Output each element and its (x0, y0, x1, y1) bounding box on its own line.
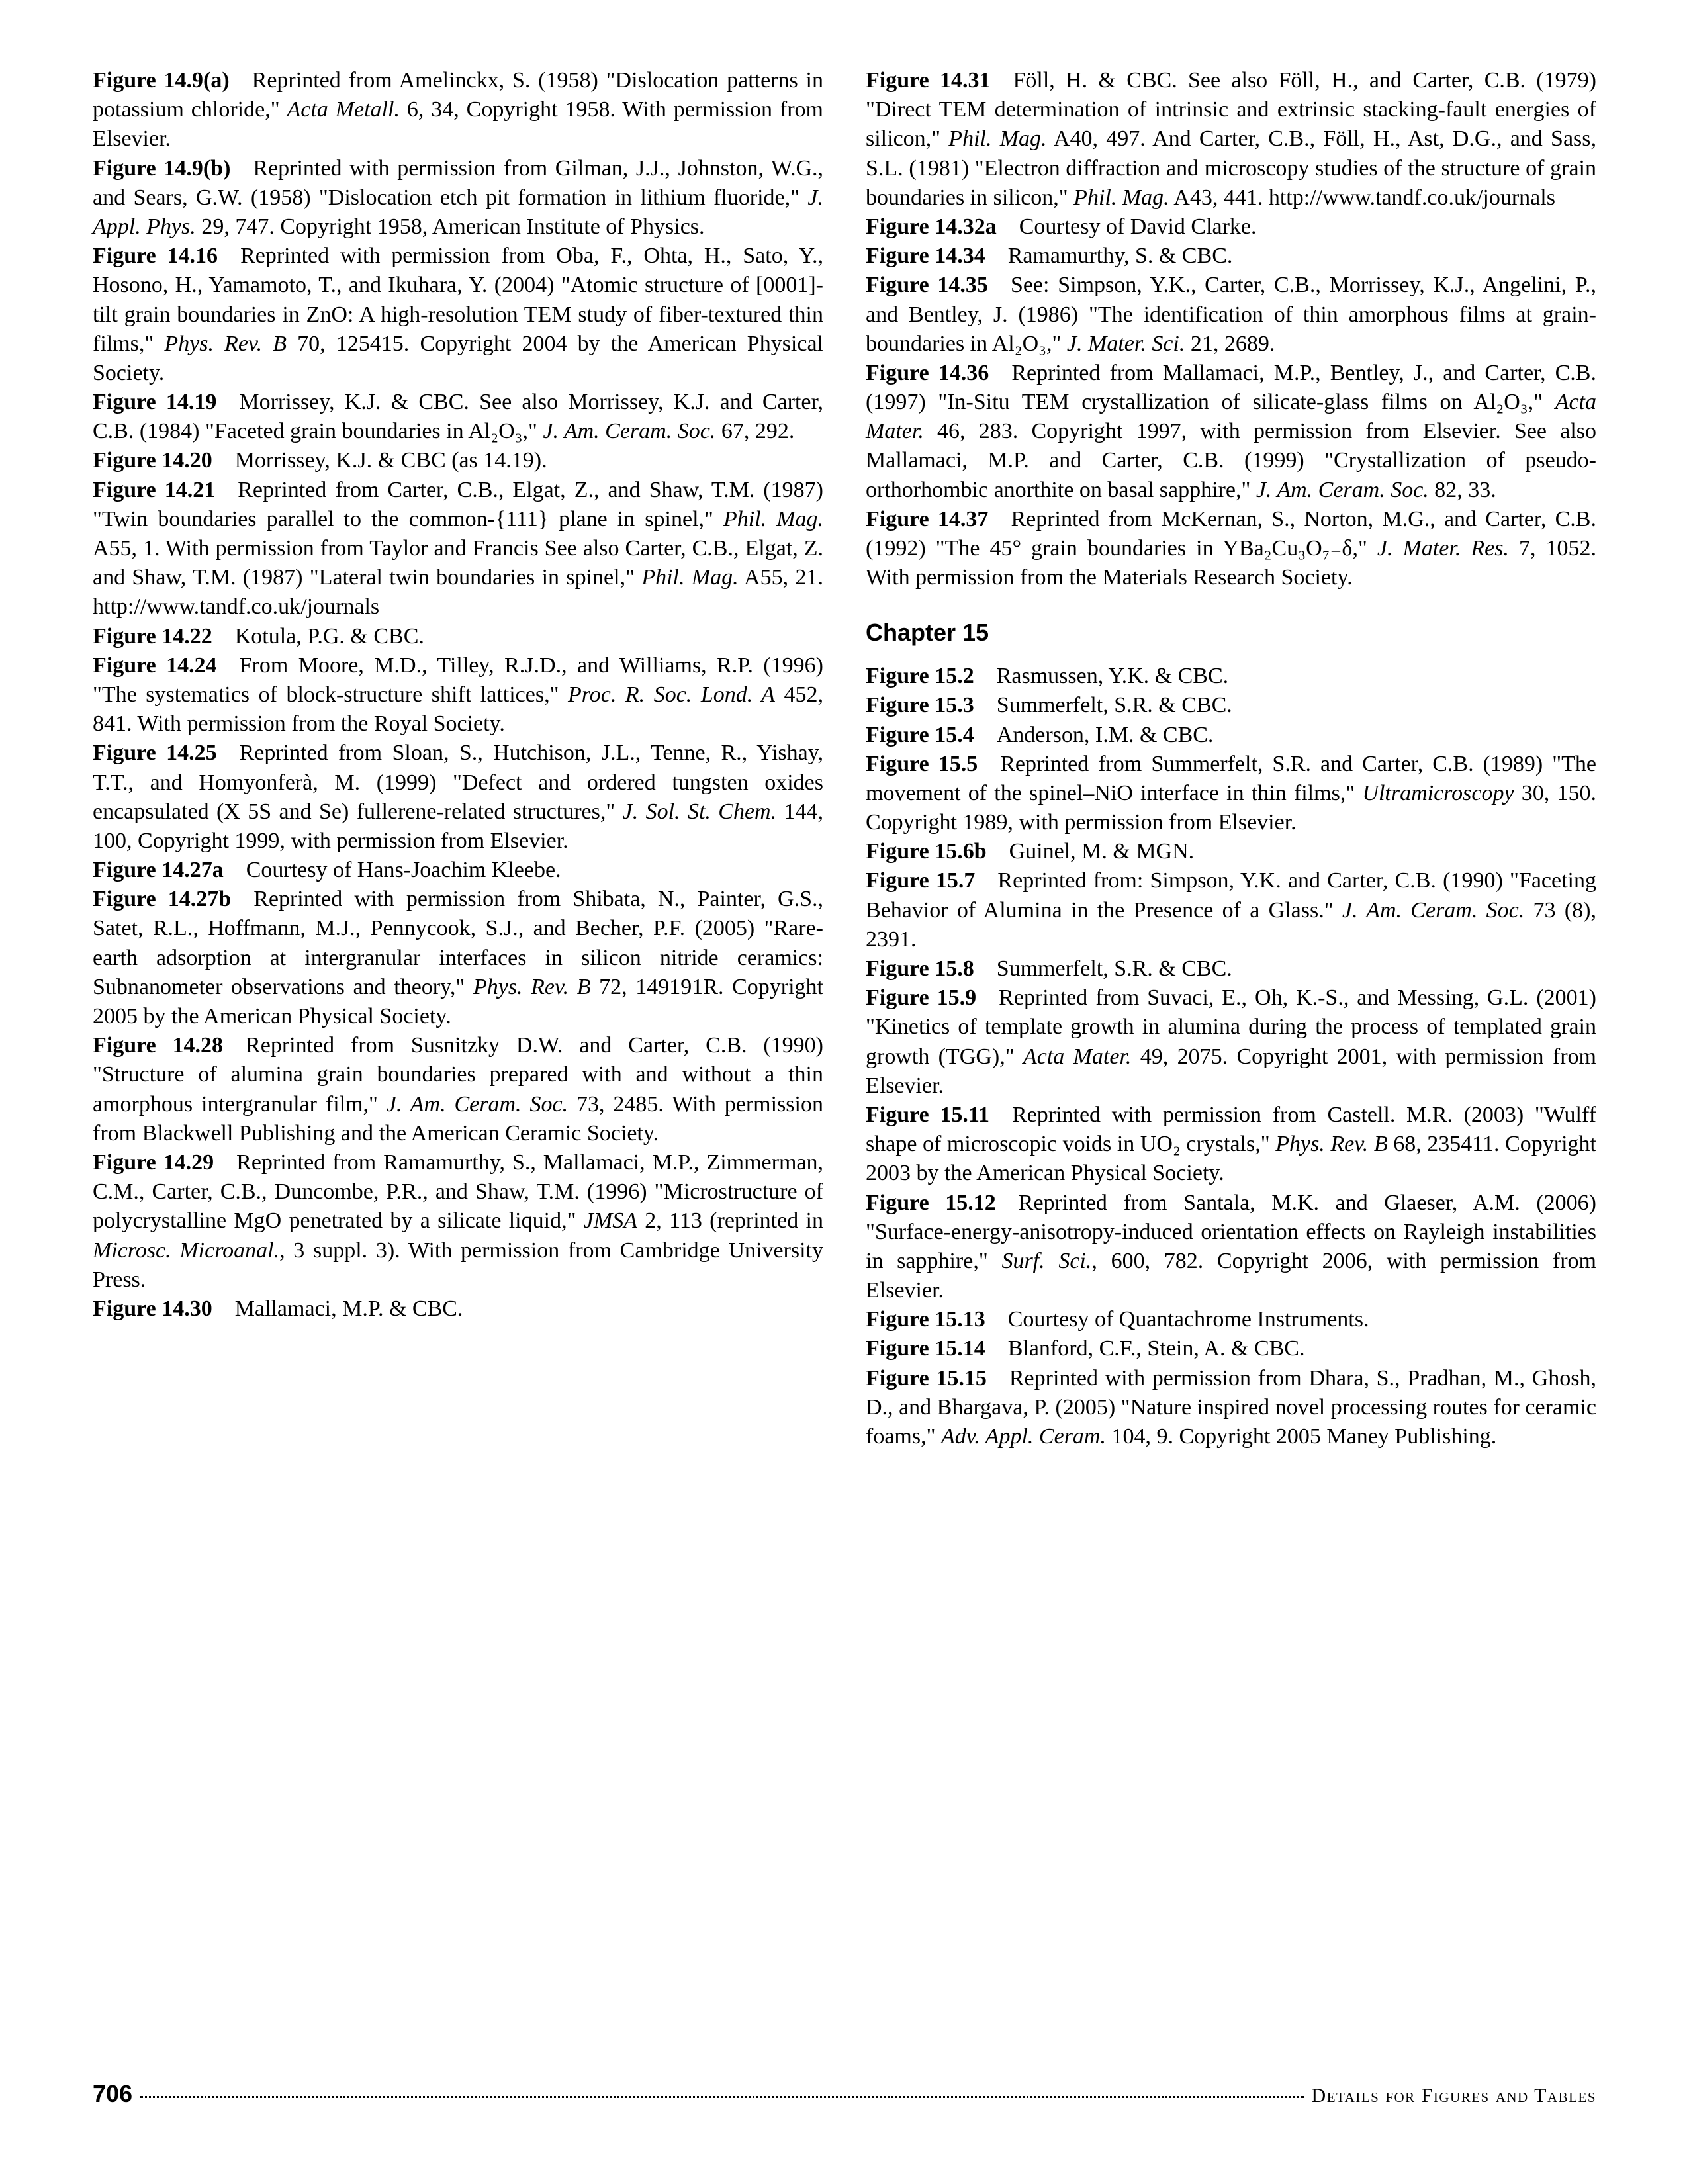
entry-label: Figure 14.9(b) (93, 156, 230, 181)
entry-label: Figure 14.20 (93, 448, 212, 473)
figure-credit-entry: Figure 15.6b Guinel, M. & MGN. (866, 837, 1596, 866)
figure-credit-entry: Figure 14.9(b) Reprinted with permission… (93, 154, 823, 242)
journal-italic: Phil. Mag. (1073, 185, 1169, 210)
journal-italic: Phys. Rev. B (473, 975, 591, 999)
journal-italic: Phil. Mag. (948, 126, 1046, 151)
journal-italic: Acta Mater. (1023, 1044, 1131, 1069)
journal-italic: J. Mater. Sci. (1067, 332, 1185, 356)
entry-label: Figure 14.27b (93, 887, 231, 911)
figure-credit-entry: Figure 14.30 Mallamaci, M.P. & CBC. (93, 1295, 823, 1324)
journal-italic: J. Mater. Res. (1377, 536, 1509, 561)
figure-credit-entry: Figure 14.31 Föll, H. & CBC. See also Fö… (866, 66, 1596, 212)
journal-italic: Phil. Mag. (723, 507, 823, 531)
entry-label: Figure 14.37 (866, 507, 988, 531)
entry-label: Figure 15.11 (866, 1103, 989, 1127)
figure-credit-entry: Figure 14.21 Reprinted from Carter, C.B.… (93, 476, 823, 622)
journal-italic: J. Sol. St. Chem. (623, 799, 776, 824)
figure-credit-entry: Figure 15.4 Anderson, I.M. & CBC. (866, 721, 1596, 750)
entry-label: Figure 14.36 (866, 361, 989, 385)
footer-dots (140, 2095, 1303, 2098)
figure-credit-entry: Figure 15.15 Reprinted with permission f… (866, 1364, 1596, 1452)
figure-credit-entry: Figure 14.28 Reprinted from Susnitzky D.… (93, 1031, 823, 1148)
figure-credit-entry: Figure 15.8 Summerfelt, S.R. & CBC. (866, 954, 1596, 983)
entry-label: Figure 15.2 (866, 664, 974, 688)
figure-credit-entry: Figure 14.9(a) Reprinted from Amelinckx,… (93, 66, 823, 154)
entry-label: Figure 15.12 (866, 1191, 996, 1215)
entry-label: Figure 15.8 (866, 956, 974, 981)
figure-credit-entry: Figure 14.32a Courtesy of David Clarke. (866, 212, 1596, 242)
figure-credit-entry: Figure 14.37 Reprinted from McKernan, S.… (866, 505, 1596, 593)
entry-label: Figure 14.31 (866, 68, 991, 93)
entry-label: Figure 14.19 (93, 390, 216, 414)
entry-label: Figure 14.21 (93, 478, 215, 502)
journal-italic: Ultramicroscopy (1362, 781, 1514, 805)
journal-italic: Proc. R. Soc. Lond. A (568, 682, 775, 707)
entry-label: Figure 14.34 (866, 244, 985, 268)
entry-label: Figure 14.28 (93, 1033, 223, 1058)
entry-label: Figure 14.30 (93, 1297, 212, 1321)
journal-italic: Acta Mater. (866, 390, 1596, 443)
figure-credit-entry: Figure 14.25 Reprinted from Sloan, S., H… (93, 739, 823, 856)
figure-credit-entry: Figure 14.20 Morrissey, K.J. & CBC (as 1… (93, 446, 823, 475)
entry-label: Figure 14.25 (93, 741, 217, 765)
figure-credit-entry: Figure 15.14 Blanford, C.F., Stein, A. &… (866, 1334, 1596, 1363)
journal-italic: J. Am. Ceram. Soc. (1342, 898, 1524, 923)
figure-credit-entry: Figure 14.34 Ramamurthy, S. & CBC. (866, 242, 1596, 271)
figure-credit-entry: Figure 15.3 Summerfelt, S.R. & CBC. (866, 691, 1596, 720)
figure-credit-entry: Figure 15.7 Reprinted from: Simpson, Y.K… (866, 866, 1596, 954)
entry-label: Figure 14.29 (93, 1150, 214, 1175)
figure-credit-entry: Figure 14.16 Reprinted with permission f… (93, 242, 823, 388)
figure-credit-entry: Figure 14.36 Reprinted from Mallamaci, M… (866, 359, 1596, 505)
journal-italic: J. Am. Ceram. Soc. (543, 419, 715, 443)
page-container: Figure 14.9(a) Reprinted from Amelinckx,… (0, 0, 1689, 2184)
footer-section-title: Details for Figures and Tables (1304, 2083, 1596, 2109)
figure-credit-entry: Figure 14.22 Kotula, P.G. & CBC. (93, 622, 823, 651)
journal-italic: Adv. Appl. Ceram. (941, 1424, 1106, 1449)
journal-italic: Surf. Sci. (1001, 1249, 1091, 1273)
figure-credit-entry: Figure 14.29 Reprinted from Ramamurthy, … (93, 1148, 823, 1295)
page-footer: 706 Details for Figures and Tables (93, 2079, 1596, 2110)
entry-label: Figure 15.6b (866, 839, 987, 864)
entry-label: Figure 15.7 (866, 868, 975, 893)
journal-italic: JMSA (584, 1208, 637, 1233)
journal-italic: Acta Metall. (287, 97, 399, 122)
figure-credit-entry: Figure 14.24 From Moore, M.D., Tilley, R… (93, 651, 823, 739)
entry-label: Figure 15.13 (866, 1307, 985, 1332)
entry-label: Figure 15.14 (866, 1336, 985, 1361)
figure-credit-entry: Figure 14.35 See: Simpson, Y.K., Carter,… (866, 271, 1596, 359)
journal-italic: J. Am. Ceram. Soc. (387, 1092, 568, 1116)
entry-label: Figure 14.35 (866, 273, 988, 297)
entry-label: Figure 14.22 (93, 624, 212, 649)
entry-label: Figure 14.9(a) (93, 68, 230, 93)
figure-credit-entry: Figure 15.11 Reprinted with permission f… (866, 1101, 1596, 1189)
entry-label: Figure 15.4 (866, 723, 974, 747)
figure-credit-entry: Figure 14.19 Morrissey, K.J. & CBC. See … (93, 388, 823, 446)
entry-label: Figure 14.16 (93, 244, 218, 268)
entry-label: Figure 15.5 (866, 752, 978, 776)
entry-label: Figure 15.9 (866, 985, 976, 1010)
entry-label: Figure 15.3 (866, 693, 974, 717)
figure-credit-entry: Figure 15.9 Reprinted from Suvaci, E., O… (866, 983, 1596, 1101)
figure-credit-entry: Figure 14.27a Courtesy of Hans-Joachim K… (93, 856, 823, 885)
journal-italic: Phys. Rev. B (164, 332, 287, 356)
entry-label: Figure 15.15 (866, 1366, 987, 1390)
journal-italic: Phil. Mag. (641, 565, 738, 590)
chapter-15-heading: Chapter 15 (866, 617, 1596, 649)
figure-credit-entry: Figure 15.5 Reprinted from Summerfelt, S… (866, 750, 1596, 838)
entry-label: Figure 14.32a (866, 214, 997, 239)
journal-italic: J. Am. Ceram. Soc. (1256, 478, 1429, 502)
journal-italic: Phys. Rev. B (1275, 1132, 1387, 1156)
figure-credit-entry: Figure 15.2 Rasmussen, Y.K. & CBC. (866, 662, 1596, 691)
two-column-body: Figure 14.9(a) Reprinted from Amelinckx,… (93, 66, 1596, 1451)
entry-label: Figure 14.27a (93, 858, 224, 882)
page-number: 706 (93, 2079, 140, 2110)
entry-label: Figure 14.24 (93, 653, 217, 678)
figure-credit-entry: Figure 15.13 Courtesy of Quantachrome In… (866, 1305, 1596, 1334)
figure-credit-entry: Figure 14.27b Reprinted with permission … (93, 885, 823, 1031)
figure-credit-entry: Figure 15.12 Reprinted from Santala, M.K… (866, 1189, 1596, 1306)
journal-italic: J. Appl. Phys. (93, 185, 823, 239)
journal-italic: Microsc. Microanal. (93, 1238, 279, 1263)
